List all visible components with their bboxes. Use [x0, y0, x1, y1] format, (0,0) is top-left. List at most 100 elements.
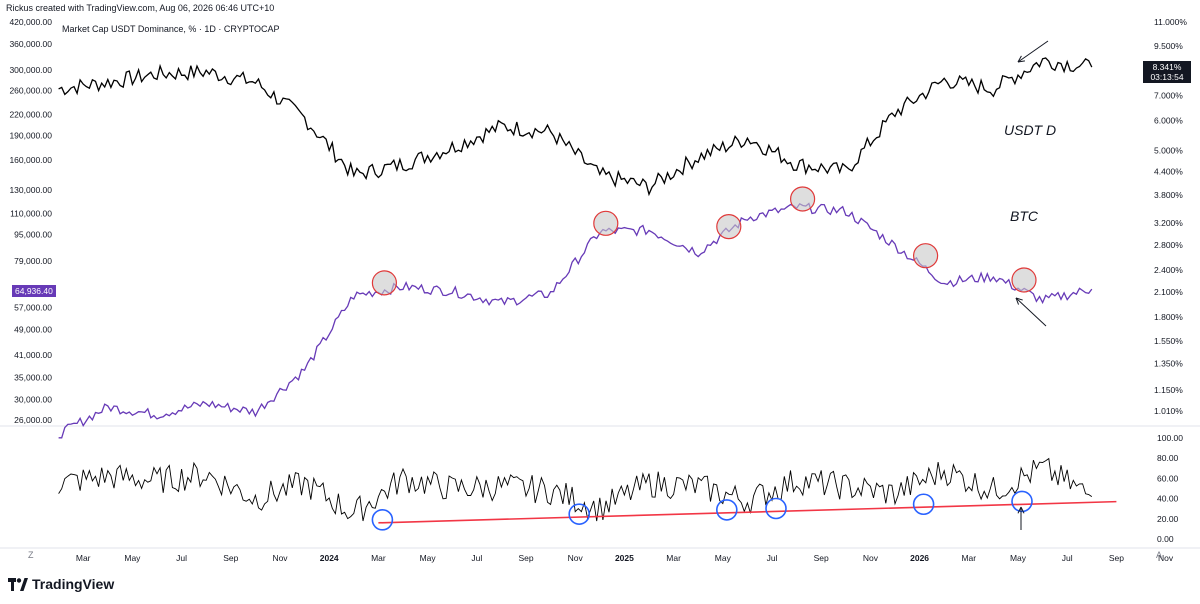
btc-y-tick: 220,000.00 [9, 110, 52, 120]
rsi-y-tick: 0.00 [1157, 534, 1174, 544]
rsi-y-tick: 40.00 [1157, 494, 1179, 504]
x-tick-label: May [715, 553, 732, 563]
rsi-y-tick: 60.00 [1157, 473, 1179, 483]
x-tick-label: May [420, 553, 437, 563]
btc-y-tick: 49,000.00 [14, 324, 52, 334]
annotations-group [371, 40, 1117, 531]
axes-group: 11.000% 9.500% 7.000% 6.000% 5.000% 4.400% 3.8… [9, 17, 1187, 563]
tradingview-logo[interactable]: TradingView [8, 576, 114, 592]
usdt-arrow-head [1017, 60, 1025, 63]
btc-arrow-head [1015, 297, 1023, 301]
usdt-arrow-head [1017, 55, 1022, 63]
btc-highlight-circle [1011, 267, 1037, 293]
btc-y-tick: 190,000.00 [9, 130, 52, 140]
rsi-line-group [58, 457, 1093, 522]
btc-y-tick: 260,000.00 [9, 86, 52, 96]
brand-name: TradingView [32, 576, 115, 592]
btc-y-tick: 95,000.00 [14, 230, 52, 240]
x-tick-label: Sep [223, 553, 238, 563]
btc-y-tick: 300,000.00 [9, 65, 52, 75]
x-tick-label: Mar [666, 553, 681, 563]
btc-label: BTC [1010, 208, 1038, 224]
btc-arrow-head [1015, 297, 1019, 305]
usdt-y-tick: 4.400% [1154, 166, 1183, 176]
rsi-low-circle [715, 499, 738, 521]
btc-highlight-circle [912, 243, 939, 269]
x-tick-label: May [1010, 553, 1027, 563]
usdt-y-tick: 1.800% [1154, 312, 1183, 322]
btc-highlight-circle [371, 270, 397, 296]
rsi-low-circle [371, 509, 394, 531]
btc-arrow [1015, 297, 1047, 327]
rsi-up-arrow-head [1017, 506, 1022, 514]
x-tick-label: Nov [272, 553, 288, 563]
btc-y-tick: 35,000.00 [14, 372, 52, 382]
usdt-y-tick: 9.500% [1154, 41, 1183, 51]
usdt-y-tick: 3.200% [1154, 218, 1183, 228]
rsi-series-line [58, 457, 1093, 522]
rsi-y-tick: 80.00 [1157, 453, 1179, 463]
usdt-y-tick: 1.010% [1154, 406, 1183, 416]
x-tick-label: Mar [371, 553, 386, 563]
btc-y-tick: 79,000.00 [14, 256, 52, 266]
rsi-y-tick: 100.00 [1157, 433, 1183, 443]
rsi-low-circle [765, 497, 787, 520]
series-title[interactable]: Market Cap USDT Dominance, % · 1D · CRYP… [62, 24, 280, 34]
x-tick-label: Nov [568, 553, 584, 563]
x-tick-label: Jul [767, 553, 778, 563]
usdt-y-tick: 1.550% [1154, 336, 1183, 346]
x-tick-label: Mar [961, 553, 976, 563]
x-tick-label: May [124, 553, 141, 563]
x-tick-label: Sep [814, 553, 829, 563]
btc-y-tick: 57,000.00 [14, 303, 52, 313]
usdt-y-tick: 1.350% [1154, 359, 1183, 369]
usdt-series-line [58, 57, 1093, 197]
usdt-y-tick: 5.000% [1154, 145, 1183, 155]
btc-highlight-circle [716, 213, 742, 240]
tradingview-icon [8, 577, 28, 591]
btc-y-tick: 41,000.00 [14, 350, 52, 360]
btc-y-tick: 26,000.00 [14, 415, 52, 425]
btc-highlight-circle [593, 210, 619, 236]
rsi-up-arrow-head [1020, 506, 1025, 514]
usdt-countdown: 03:13:54 [1150, 72, 1184, 82]
rsi-trendline [378, 500, 1117, 524]
auto-scale-chip[interactable]: A [1156, 550, 1163, 560]
usdt-y-tick: 7.000% [1154, 91, 1183, 101]
usdt-price-tag: 8.341% 03:13:54 [1143, 61, 1191, 83]
usdt-price-value: 8.341% [1152, 62, 1182, 72]
btc-y-tick: 160,000.00 [9, 155, 52, 165]
attribution-text: Rickus created with TradingView.com, Aug… [6, 3, 275, 13]
btc-series-line [58, 202, 1093, 439]
usdt-y-tick: 2.400% [1154, 265, 1183, 275]
x-tick-label: 2024 [320, 553, 339, 563]
btc-line-group [58, 202, 1093, 439]
rsi-y-tick: 20.00 [1157, 514, 1179, 524]
x-tick-label: Sep [1109, 553, 1124, 563]
usdt-y-tick: 1.150% [1154, 385, 1183, 395]
x-tick-label: Jul [176, 553, 187, 563]
btc-y-tick: 360,000.00 [9, 39, 52, 49]
x-tick-label: Nov [1158, 553, 1174, 563]
x-tick-label: Sep [518, 553, 533, 563]
usdt-y-tick: 6.000% [1154, 116, 1183, 126]
rsi-low-circle [1011, 490, 1033, 513]
btc-y-tick: 130,000.00 [9, 185, 52, 195]
btc-highlight-circle [789, 186, 816, 212]
x-tick-label: Jul [1062, 553, 1073, 563]
btc-y-tick: 420,000.00 [9, 17, 52, 27]
btc-y-tick: 30,000.00 [14, 395, 52, 405]
x-tick-label: Jul [471, 553, 482, 563]
usdt-line-group [58, 57, 1093, 197]
usdt-arrow [1017, 40, 1049, 63]
zoom-chip[interactable]: Z [28, 550, 34, 560]
x-tick-label: 2025 [615, 553, 634, 563]
usdt-y-tick: 2.100% [1154, 287, 1183, 297]
rsi-low-circle [912, 493, 935, 516]
btc-price-tag: 64,936.40 [12, 285, 56, 297]
usdt-y-tick: 3.800% [1154, 190, 1183, 200]
x-tick-label: Mar [76, 553, 91, 563]
usdt-y-tick: 2.800% [1154, 240, 1183, 250]
x-tick-label: Nov [863, 553, 879, 563]
